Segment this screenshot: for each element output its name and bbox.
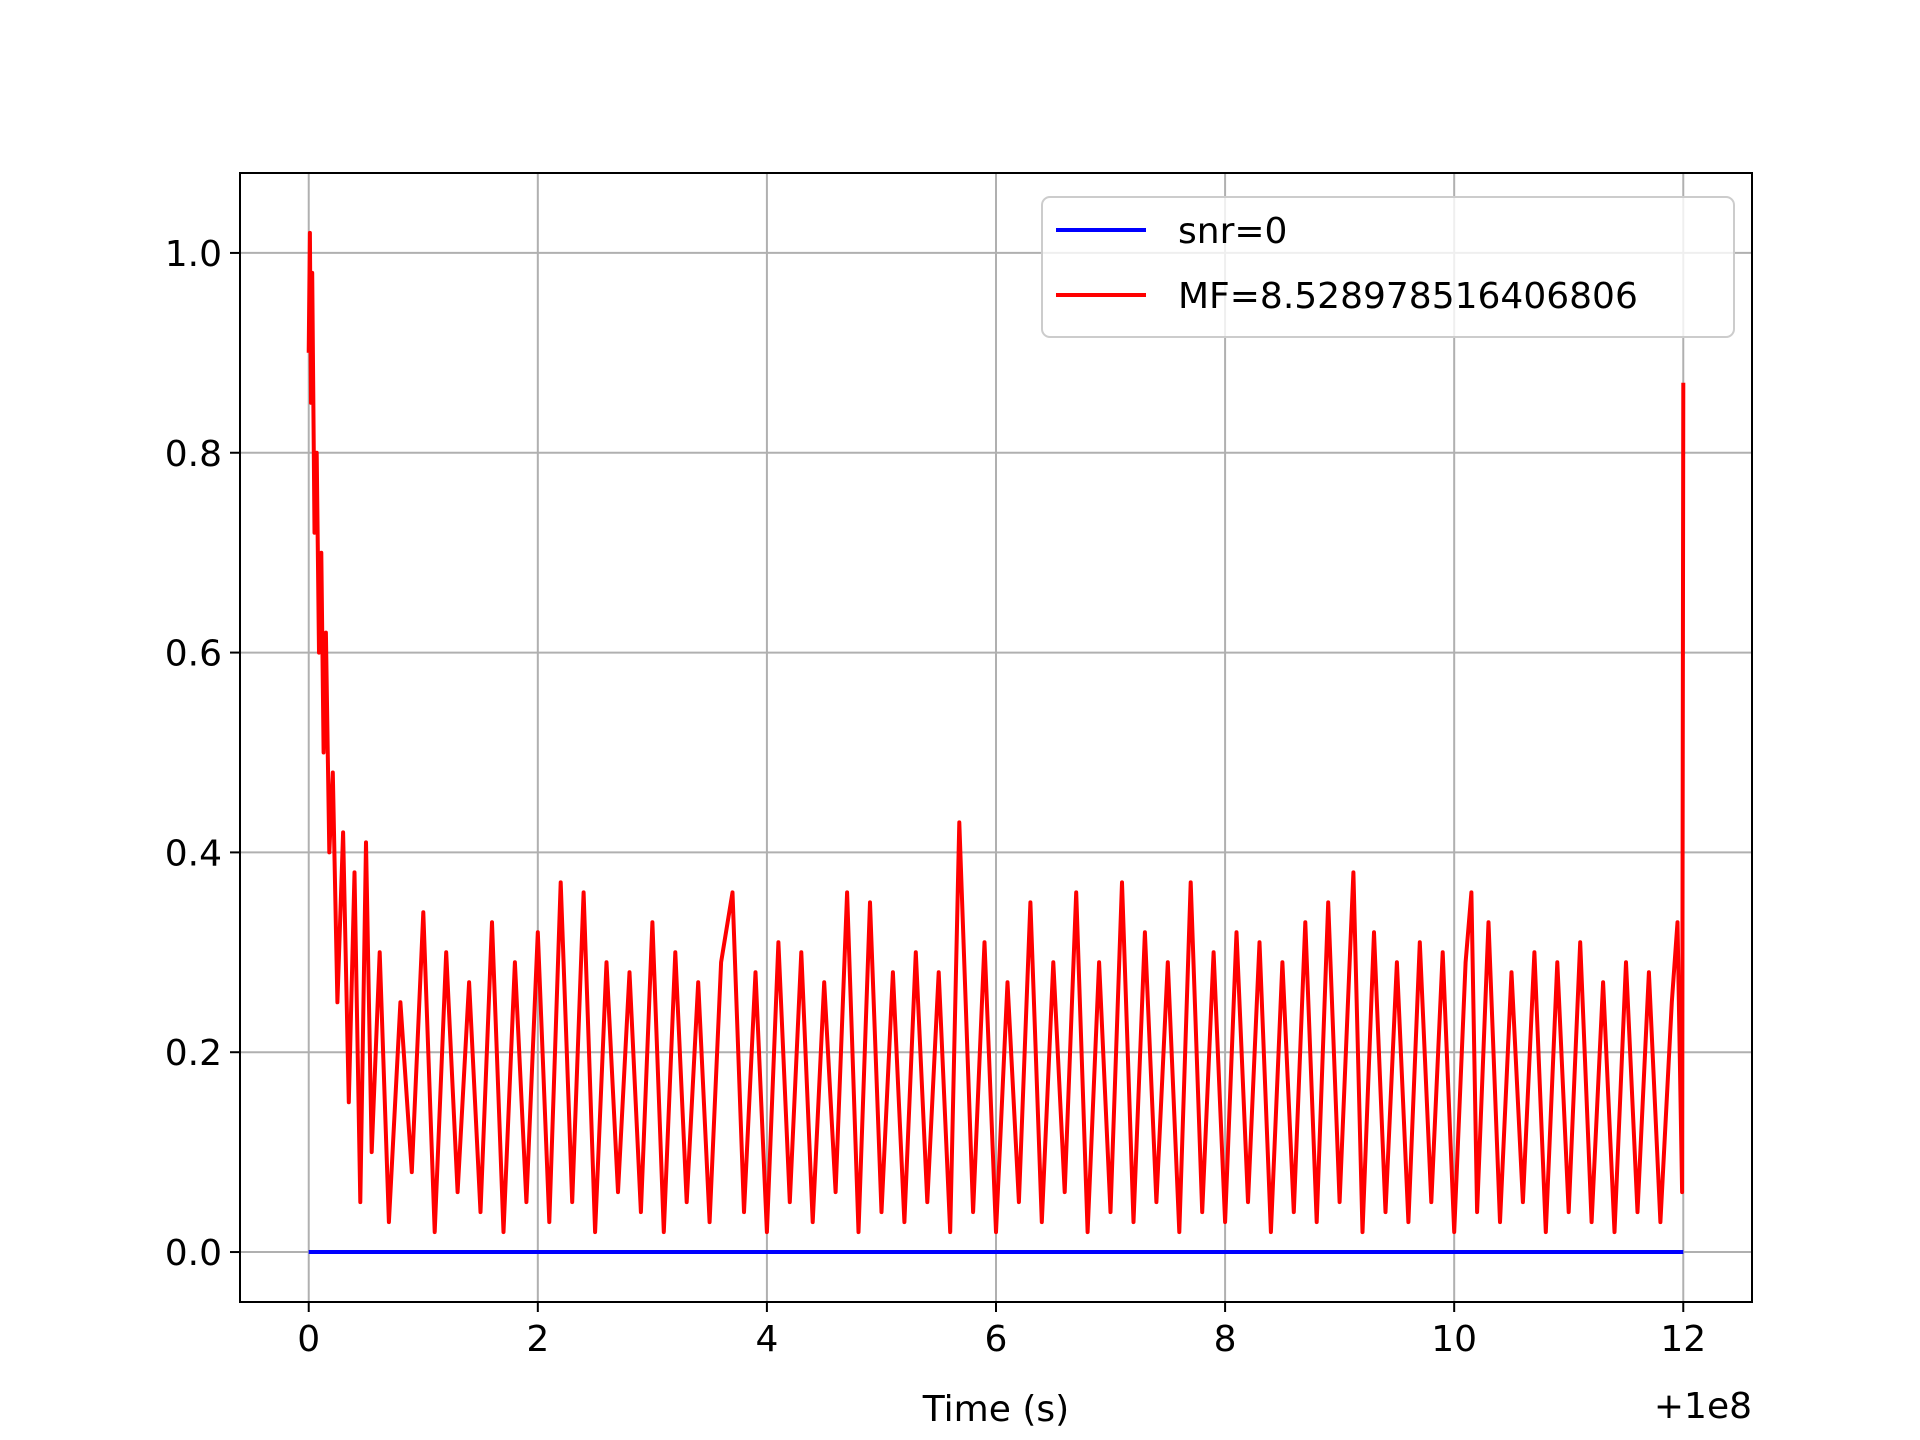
y-tick-label: 0.6: [165, 634, 222, 675]
y-tick-label: 1.0: [165, 234, 222, 275]
x-tick-label: 8: [1214, 1319, 1237, 1360]
x-axis-ticks: 0 2 4 6 8 10 12: [297, 1302, 1706, 1360]
y-tick-label: 0.8: [165, 434, 222, 475]
plot-series: [306, 230, 1686, 1254]
legend-label-snr: snr=0: [1178, 211, 1287, 252]
x-tick-label: 4: [755, 1319, 778, 1360]
y-tick-label: 0.2: [165, 1033, 222, 1074]
y-tick-label: 0.0: [165, 1233, 222, 1274]
y-axis-ticks: 0.0 0.2 0.4 0.6 0.8 1.0: [165, 234, 240, 1274]
legend-box: [1041, 196, 1735, 338]
legend-label-mf: MF=8.528978516406806: [1178, 276, 1638, 317]
legend: snr=0 MF=8.528978516406806: [1041, 196, 1735, 338]
x-axis-offset-label: +1e8: [1654, 1386, 1752, 1427]
series-line-mf: [306, 230, 1686, 1235]
x-tick-label: 2: [526, 1319, 549, 1360]
x-tick-label: 0: [297, 1319, 320, 1360]
x-tick-label: 6: [985, 1319, 1008, 1360]
x-axis-label: Time (s): [922, 1389, 1069, 1430]
y-tick-label: 0.4: [165, 833, 222, 874]
x-tick-label: 12: [1660, 1319, 1706, 1360]
x-tick-label: 10: [1431, 1319, 1477, 1360]
